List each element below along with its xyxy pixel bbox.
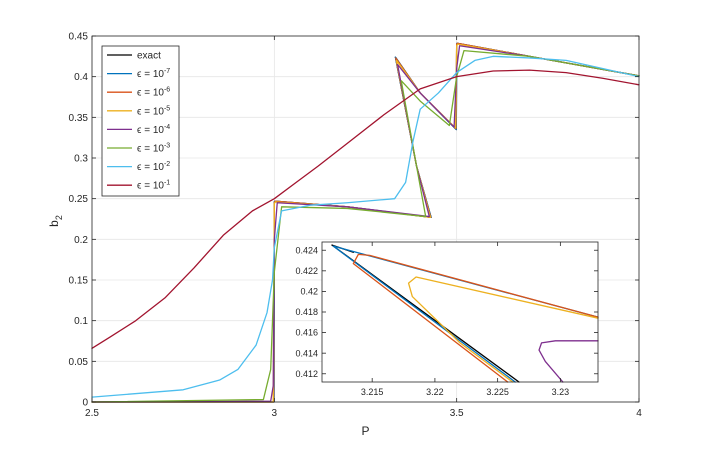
main-x-tick-label: 3 <box>272 408 278 419</box>
y-axis-label-subscript: 2 <box>54 215 64 220</box>
legend-label-base: ϵ = 10 <box>137 144 164 155</box>
legend-label-exponent: -4 <box>164 124 170 131</box>
inset-x-tick-label: 3.22 <box>426 387 444 397</box>
main-y-tick-label: 0.35 <box>69 113 89 124</box>
legend-label-e-5: ϵ = 10-5 <box>137 105 170 117</box>
main-ticks: 2.5 3 3.5 4 0 0.05 0.1 0.15 0.2 0.25 0.3 0.35 0.4 0.4… <box>69 32 643 420</box>
legend-label-e-1: ϵ = 10-1 <box>137 180 170 192</box>
inset-x-tick-label: 3.23 <box>552 387 570 397</box>
inset-y-tick-label: 0.422 <box>295 266 318 276</box>
main-y-tick-label: 0.4 <box>74 72 88 83</box>
legend-label-base: ϵ = 10 <box>137 125 164 136</box>
legend-label-e-6: ϵ = 10-6 <box>137 87 170 99</box>
main-x-tick-label: 4 <box>636 408 642 419</box>
main-y-tick-label: 0.25 <box>69 194 89 205</box>
inset-series-line-e-4 <box>538 340 599 383</box>
x-axis-label: P <box>361 424 369 438</box>
inset-y-tick-label: 0.412 <box>295 369 318 379</box>
legend-label-exponent: -3 <box>164 143 170 150</box>
legend-label-e-7: ϵ = 10-7 <box>137 68 170 80</box>
inset-plot-area <box>322 242 598 382</box>
inset-y-tick-label: 0.42 <box>300 287 318 297</box>
main-series-line-e-1 <box>91 69 640 349</box>
legend-label-base: ϵ = 10 <box>137 181 164 192</box>
legend-label-e-2: ϵ = 10-2 <box>137 161 170 173</box>
legend-label-base: ϵ = 10 <box>137 69 164 80</box>
main-y-tick-label: 0.05 <box>69 357 89 368</box>
inset-axes: 3.215 3.22 3.225 3.23 0.412 0.414 0.416 0.418 0.… <box>295 241 599 397</box>
main-x-tick-label: 2.5 <box>85 408 99 419</box>
y-axis-label: b2 <box>47 215 64 227</box>
inset-y-tick-label: 0.418 <box>295 307 318 317</box>
inset-y-tick-label: 0.414 <box>295 348 318 358</box>
inset-series-line-e-6 <box>352 253 599 383</box>
legend-label-exact: exact <box>137 51 161 62</box>
main-y-tick-label: 0.45 <box>69 32 89 43</box>
legend-label-base: ϵ = 10 <box>137 106 164 117</box>
main-axes-box <box>91 35 640 403</box>
main-x-tick-label: 3.5 <box>450 408 464 419</box>
inset-ticks: 3.215 3.22 3.225 3.23 0.412 0.414 0.416 0.418 0.… <box>295 242 598 397</box>
main-y-tick-label: 0 <box>82 398 88 409</box>
main-y-tick-label: 0.2 <box>74 235 88 246</box>
main-y-tick-label: 0.1 <box>74 316 88 327</box>
main-series-group <box>91 42 640 403</box>
y-axis-label-base: b <box>47 220 61 227</box>
legend-label-base: ϵ = 10 <box>137 88 164 99</box>
legend-label-exponent: -1 <box>164 180 170 187</box>
legend-label-exponent: -2 <box>164 161 170 168</box>
inset-series-line-e-7-lower <box>332 245 516 383</box>
main-series-line-e-3 <box>91 49 640 403</box>
legend-label-exponent: -6 <box>164 87 170 94</box>
legend-label-base: ϵ = 10 <box>137 162 164 173</box>
legend-label-e-3: ϵ = 10-3 <box>137 143 170 155</box>
legend-label-exponent: -5 <box>164 105 170 112</box>
inset-series-line-e-5 <box>407 276 599 383</box>
inset-y-tick-label: 0.424 <box>295 245 318 255</box>
legend-box <box>101 45 180 197</box>
main-y-tick-label: 0.3 <box>74 154 88 165</box>
main-y-tick-label: 0.15 <box>69 276 89 287</box>
legend-label-e-4: ϵ = 10-4 <box>137 124 170 136</box>
inset-x-tick-label: 3.225 <box>486 387 509 397</box>
legend-label-exponent: -7 <box>164 68 170 75</box>
inset-y-tick-label: 0.416 <box>295 328 318 338</box>
inset-series-group <box>331 244 599 383</box>
main-series-line-e-2 <box>91 55 640 398</box>
inset-x-tick-label: 3.215 <box>361 387 384 397</box>
